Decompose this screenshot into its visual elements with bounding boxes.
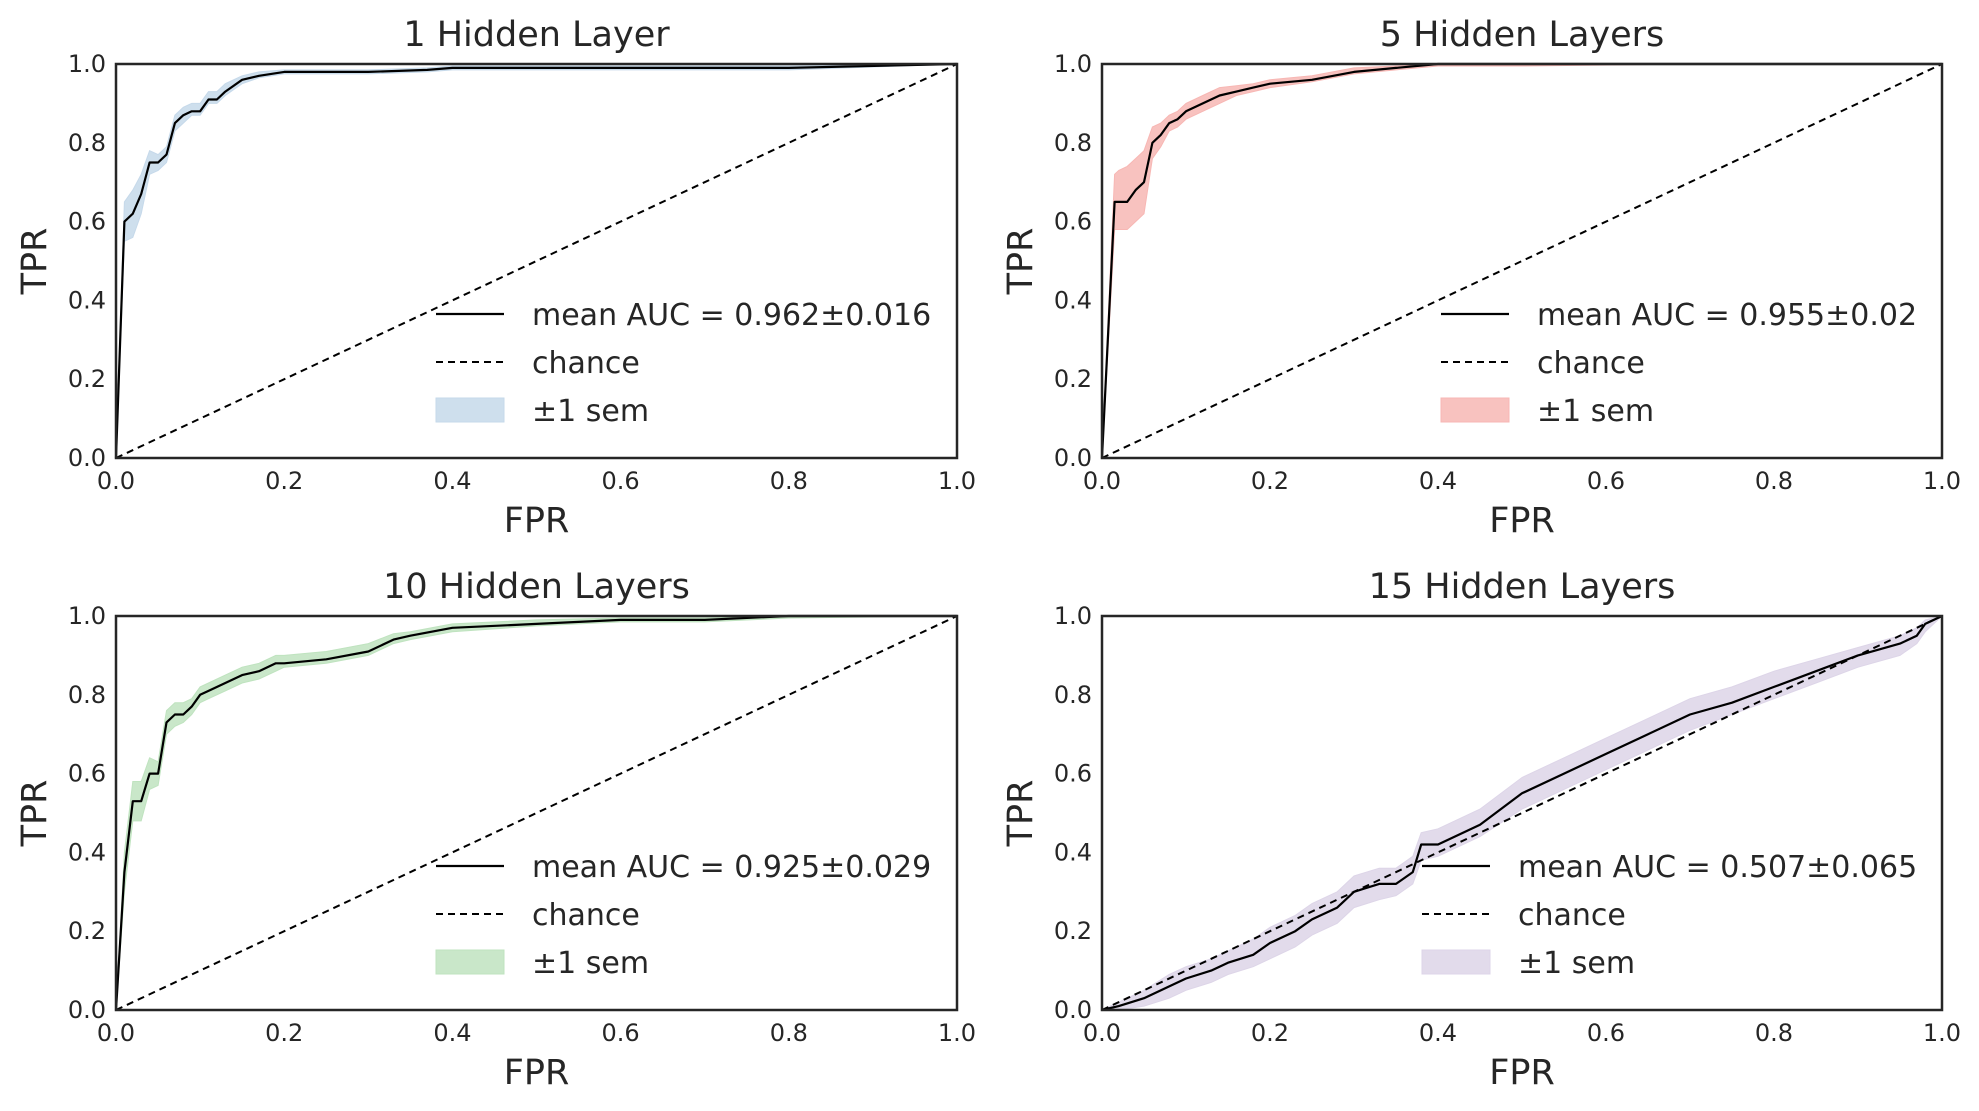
y-tick-label: 0.2 [68,917,106,945]
x-tick-label: 0.4 [1419,1019,1457,1047]
mean-roc-line [1101,615,1943,1012]
legend-mean-label: mean AUC = 0.962±0.016 [532,298,931,333]
sem-band [1101,63,1942,459]
subplot-title: 1 Hidden Layer [403,15,670,55]
x-tick-label: 1.0 [1923,1019,1961,1047]
x-tick-label: 0.6 [1587,1019,1625,1047]
subplot-1: 1 Hidden Layer FPR TPR 0.0 0.2 0.4 0.6 0.8 1.0 0.… [15,15,976,541]
x-tick-label: 1.0 [938,1019,976,1047]
legend: mean AUC = 0.507±0.065 chance ±1 sem [1421,850,1917,981]
y-tick-label: 1.0 [1054,50,1092,78]
legend-sem-label: ±1 sem [532,946,649,981]
legend-mean-label: mean AUC = 0.507±0.065 [1518,850,1917,885]
mean-roc-line [114,62,958,459]
y-tick-label: 0.8 [1054,681,1092,709]
legend-sem-label: ±1 sem [1518,946,1635,981]
x-tick-label: 0.2 [1251,467,1289,495]
mean-roc-line [114,614,957,1011]
y-tick-label: 0.6 [68,208,106,236]
x-tick-label: 0.2 [265,467,303,495]
y-tick-label: 0.6 [1054,760,1092,788]
x-tick-label: 0.8 [1755,467,1793,495]
subplot-3: 10 Hidden Layers FPR TPR 0.0 0.2 0.4 0.6 0.8 1.0… [15,567,976,1093]
x-axis-label: FPR [504,501,570,541]
y-tick-label: 1.0 [68,602,106,630]
legend-chance-label: chance [532,346,640,381]
legend: mean AUC = 0.962±0.016 chance ±1 sem [435,298,931,429]
y-axis-label: TPR [1001,228,1041,296]
legend-sem-handle [1440,397,1510,423]
x-tick-label: 0.0 [1083,467,1121,495]
legend-sem-label: ±1 sem [532,394,649,429]
subplot-title: 15 Hidden Layers [1369,567,1676,607]
y-tick-label: 0.2 [1054,365,1092,393]
chance-line [115,615,958,1011]
x-tick-label: 0.8 [1755,1019,1793,1047]
legend-sem-handle [1421,949,1491,975]
y-tick-label: 0.0 [68,444,106,472]
y-tick-label: 0.2 [1054,917,1092,945]
chance-line [1101,615,1943,1011]
y-tick-label: 0.8 [68,681,106,709]
legend-chance-label: chance [532,898,640,933]
x-tick-label: 0.6 [602,467,640,495]
plot-frame [114,614,959,1012]
y-tick-label: 0.4 [1054,838,1092,866]
chance-line [1101,63,1943,459]
x-tick-label: 0.0 [97,1019,135,1047]
y-tick-label: 1.0 [68,50,106,78]
y-tick-label: 0.0 [68,996,106,1024]
x-tick-label: 0.4 [433,467,471,495]
x-tick-label: 1.0 [938,467,976,495]
y-tick-label: 0.8 [1054,129,1092,157]
subplot-2: 5 Hidden Layers FPR TPR 0.0 0.2 0.4 0.6 0.8 1.0 0… [1001,15,1961,541]
subplot-4: 15 Hidden Layers FPR TPR 0.0 0.2 0.4 0.6 0.8 1.0… [1001,567,1961,1093]
x-tick-label: 1.0 [1923,467,1961,495]
x-tick-label: 0.6 [602,1019,640,1047]
y-tick-label: 0.4 [68,286,106,314]
y-tick-label: 0.4 [68,838,106,866]
y-tick-label: 0.2 [68,365,106,393]
mean-roc-line [1100,62,1942,459]
x-tick-label: 0.0 [97,467,135,495]
legend-chance-label: chance [1518,898,1626,933]
legend: mean AUC = 0.955±0.02 chance ±1 sem [1440,298,1917,429]
legend-mean-label: mean AUC = 0.925±0.029 [532,850,931,885]
y-tick-label: 0.6 [1054,208,1092,236]
legend-chance-label: chance [1537,346,1645,381]
x-tick-label: 0.6 [1587,467,1625,495]
x-tick-label: 0.2 [265,1019,303,1047]
x-tick-label: 0.4 [1419,467,1457,495]
x-tick-label: 0.8 [770,1019,808,1047]
x-axis-label: FPR [1489,501,1555,541]
plot-frame [114,62,959,460]
y-axis-label: TPR [1001,780,1041,848]
y-tick-label: 0.4 [1054,286,1092,314]
y-axis-label: TPR [15,228,55,296]
x-axis-label: FPR [1489,1053,1555,1093]
legend-sem-handle [435,397,505,423]
plot-frame [1100,62,1944,460]
subplot-title: 5 Hidden Layers [1380,15,1665,55]
x-tick-label: 0.0 [1083,1019,1121,1047]
x-tick-label: 0.2 [1251,1019,1289,1047]
legend-sem-label: ±1 sem [1537,394,1654,429]
y-tick-label: 0.0 [1054,996,1092,1024]
y-tick-label: 1.0 [1054,602,1092,630]
x-tick-label: 0.4 [433,1019,471,1047]
y-tick-label: 0.0 [1054,444,1092,472]
x-tick-label: 0.8 [770,467,808,495]
legend-mean-label: mean AUC = 0.955±0.02 [1537,298,1917,333]
y-tick-label: 0.8 [68,129,106,157]
x-axis-label: FPR [504,1053,570,1093]
y-tick-label: 0.6 [68,760,106,788]
subplot-title: 10 Hidden Layers [383,567,690,607]
legend: mean AUC = 0.925±0.029 chance ±1 sem [435,850,931,981]
plot-frame [1100,614,1944,1012]
chance-line [115,63,958,459]
legend-sem-handle [435,949,505,975]
y-axis-label: TPR [15,780,55,848]
